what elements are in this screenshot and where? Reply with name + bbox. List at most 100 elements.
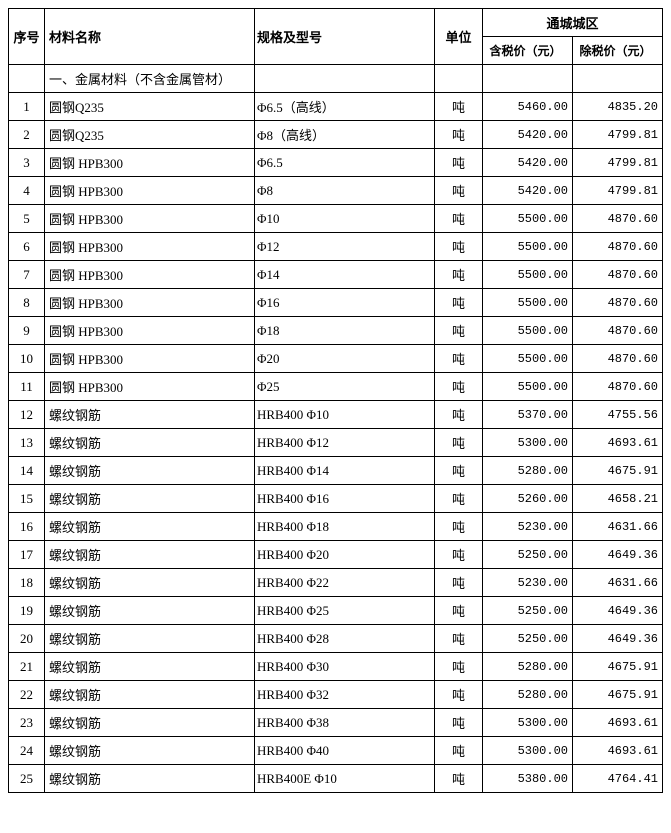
cell-price-excl: 4870.60 xyxy=(573,289,663,317)
cell-index: 4 xyxy=(9,177,45,205)
materials-price-table: 序号 材料名称 规格及型号 单位 通城城区 含税价（元） 除税价（元） 一、金属… xyxy=(8,8,663,793)
cell-index: 9 xyxy=(9,317,45,345)
table-row: 22螺纹钢筋HRB400 Φ32吨5280.004675.91 xyxy=(9,681,663,709)
table-header: 序号 材料名称 规格及型号 单位 通城城区 含税价（元） 除税价（元） xyxy=(9,9,663,65)
cell-unit: 吨 xyxy=(435,429,483,457)
cell-name: 螺纹钢筋 xyxy=(45,401,255,429)
cell-spec: HRB400 Φ22 xyxy=(255,569,435,597)
cell-spec: HRB400E Φ10 xyxy=(255,765,435,793)
table-row: 10圆钢 HPB300Φ20吨5500.004870.60 xyxy=(9,345,663,373)
cell-unit: 吨 xyxy=(435,597,483,625)
cell-unit: 吨 xyxy=(435,653,483,681)
cell-spec: Φ8（高线） xyxy=(255,121,435,149)
table-body: 一、金属材料（不含金属管材） 1圆钢Q235Φ6.5（高线）吨5460.0048… xyxy=(9,65,663,793)
cell-index: 3 xyxy=(9,149,45,177)
section-title: 一、金属材料（不含金属管材） xyxy=(45,65,255,93)
table-row: 25螺纹钢筋HRB400E Φ10吨5380.004764.41 xyxy=(9,765,663,793)
cell-spec: Φ6.5（高线） xyxy=(255,93,435,121)
cell-price-incl: 5500.00 xyxy=(483,345,573,373)
cell-name: 螺纹钢筋 xyxy=(45,653,255,681)
cell-index: 25 xyxy=(9,765,45,793)
table-row: 9圆钢 HPB300Φ18吨5500.004870.60 xyxy=(9,317,663,345)
cell-unit: 吨 xyxy=(435,289,483,317)
cell-unit: 吨 xyxy=(435,93,483,121)
cell-price-incl: 5380.00 xyxy=(483,765,573,793)
cell-spec: HRB400 Φ16 xyxy=(255,485,435,513)
cell-spec: HRB400 Φ30 xyxy=(255,653,435,681)
table-row: 18螺纹钢筋HRB400 Φ22吨5230.004631.66 xyxy=(9,569,663,597)
cell-price-incl: 5500.00 xyxy=(483,205,573,233)
cell-price-incl: 5300.00 xyxy=(483,737,573,765)
cell-index: 22 xyxy=(9,681,45,709)
cell-price-excl: 4799.81 xyxy=(573,121,663,149)
cell-price-excl: 4799.81 xyxy=(573,149,663,177)
cell-spec: Φ25 xyxy=(255,373,435,401)
cell-price-excl: 4870.60 xyxy=(573,345,663,373)
cell-price-excl: 4870.60 xyxy=(573,233,663,261)
cell-unit: 吨 xyxy=(435,317,483,345)
cell-spec: Φ12 xyxy=(255,233,435,261)
cell-spec: Φ10 xyxy=(255,205,435,233)
cell-name: 圆钢 HPB300 xyxy=(45,373,255,401)
header-region: 通城城区 xyxy=(483,9,663,37)
cell-spec: Φ20 xyxy=(255,345,435,373)
table-row: 13螺纹钢筋HRB400 Φ12吨5300.004693.61 xyxy=(9,429,663,457)
cell-price-incl: 5280.00 xyxy=(483,457,573,485)
cell-spec: HRB400 Φ10 xyxy=(255,401,435,429)
cell-price-excl: 4870.60 xyxy=(573,373,663,401)
cell-unit: 吨 xyxy=(435,345,483,373)
table-row: 8圆钢 HPB300Φ16吨5500.004870.60 xyxy=(9,289,663,317)
cell-name: 圆钢 HPB300 xyxy=(45,149,255,177)
header-name: 材料名称 xyxy=(45,9,255,65)
table-row: 5圆钢 HPB300Φ10吨5500.004870.60 xyxy=(9,205,663,233)
cell-unit: 吨 xyxy=(435,569,483,597)
cell-index: 6 xyxy=(9,233,45,261)
cell-price-incl: 5300.00 xyxy=(483,429,573,457)
cell-price-incl: 5420.00 xyxy=(483,121,573,149)
cell-price-excl: 4675.91 xyxy=(573,653,663,681)
cell-price-incl: 5260.00 xyxy=(483,485,573,513)
table-row: 11圆钢 HPB300Φ25吨5500.004870.60 xyxy=(9,373,663,401)
cell-unit: 吨 xyxy=(435,261,483,289)
header-index: 序号 xyxy=(9,9,45,65)
cell-name: 圆钢 HPB300 xyxy=(45,345,255,373)
cell-price-incl: 5420.00 xyxy=(483,177,573,205)
cell-spec: Φ18 xyxy=(255,317,435,345)
cell-index: 13 xyxy=(9,429,45,457)
cell-index: 11 xyxy=(9,373,45,401)
table-row: 19螺纹钢筋HRB400 Φ25吨5250.004649.36 xyxy=(9,597,663,625)
cell-empty xyxy=(9,65,45,93)
cell-name: 螺纹钢筋 xyxy=(45,737,255,765)
cell-name: 圆钢 HPB300 xyxy=(45,177,255,205)
cell-price-excl: 4631.66 xyxy=(573,569,663,597)
cell-index: 2 xyxy=(9,121,45,149)
cell-name: 螺纹钢筋 xyxy=(45,569,255,597)
cell-name: 圆钢Q235 xyxy=(45,121,255,149)
cell-price-incl: 5230.00 xyxy=(483,569,573,597)
cell-price-incl: 5500.00 xyxy=(483,317,573,345)
cell-empty xyxy=(435,65,483,93)
cell-price-excl: 4675.91 xyxy=(573,681,663,709)
table-row: 3圆钢 HPB300Φ6.5吨5420.004799.81 xyxy=(9,149,663,177)
cell-price-incl: 5250.00 xyxy=(483,597,573,625)
cell-unit: 吨 xyxy=(435,513,483,541)
cell-price-excl: 4693.61 xyxy=(573,737,663,765)
cell-price-excl: 4755.56 xyxy=(573,401,663,429)
cell-spec: HRB400 Φ38 xyxy=(255,709,435,737)
cell-price-incl: 5280.00 xyxy=(483,681,573,709)
cell-name: 螺纹钢筋 xyxy=(45,597,255,625)
table-row: 17螺纹钢筋HRB400 Φ20吨5250.004649.36 xyxy=(9,541,663,569)
cell-unit: 吨 xyxy=(435,709,483,737)
table-row: 15螺纹钢筋HRB400 Φ16吨5260.004658.21 xyxy=(9,485,663,513)
cell-unit: 吨 xyxy=(435,625,483,653)
cell-price-excl: 4870.60 xyxy=(573,317,663,345)
cell-price-excl: 4693.61 xyxy=(573,429,663,457)
cell-price-incl: 5300.00 xyxy=(483,709,573,737)
cell-empty xyxy=(483,65,573,93)
cell-unit: 吨 xyxy=(435,765,483,793)
table-row: 4圆钢 HPB300Φ8吨5420.004799.81 xyxy=(9,177,663,205)
cell-name: 螺纹钢筋 xyxy=(45,625,255,653)
table-row: 20螺纹钢筋HRB400 Φ28吨5250.004649.36 xyxy=(9,625,663,653)
cell-price-incl: 5420.00 xyxy=(483,149,573,177)
table-row: 12螺纹钢筋HRB400 Φ10吨5370.004755.56 xyxy=(9,401,663,429)
